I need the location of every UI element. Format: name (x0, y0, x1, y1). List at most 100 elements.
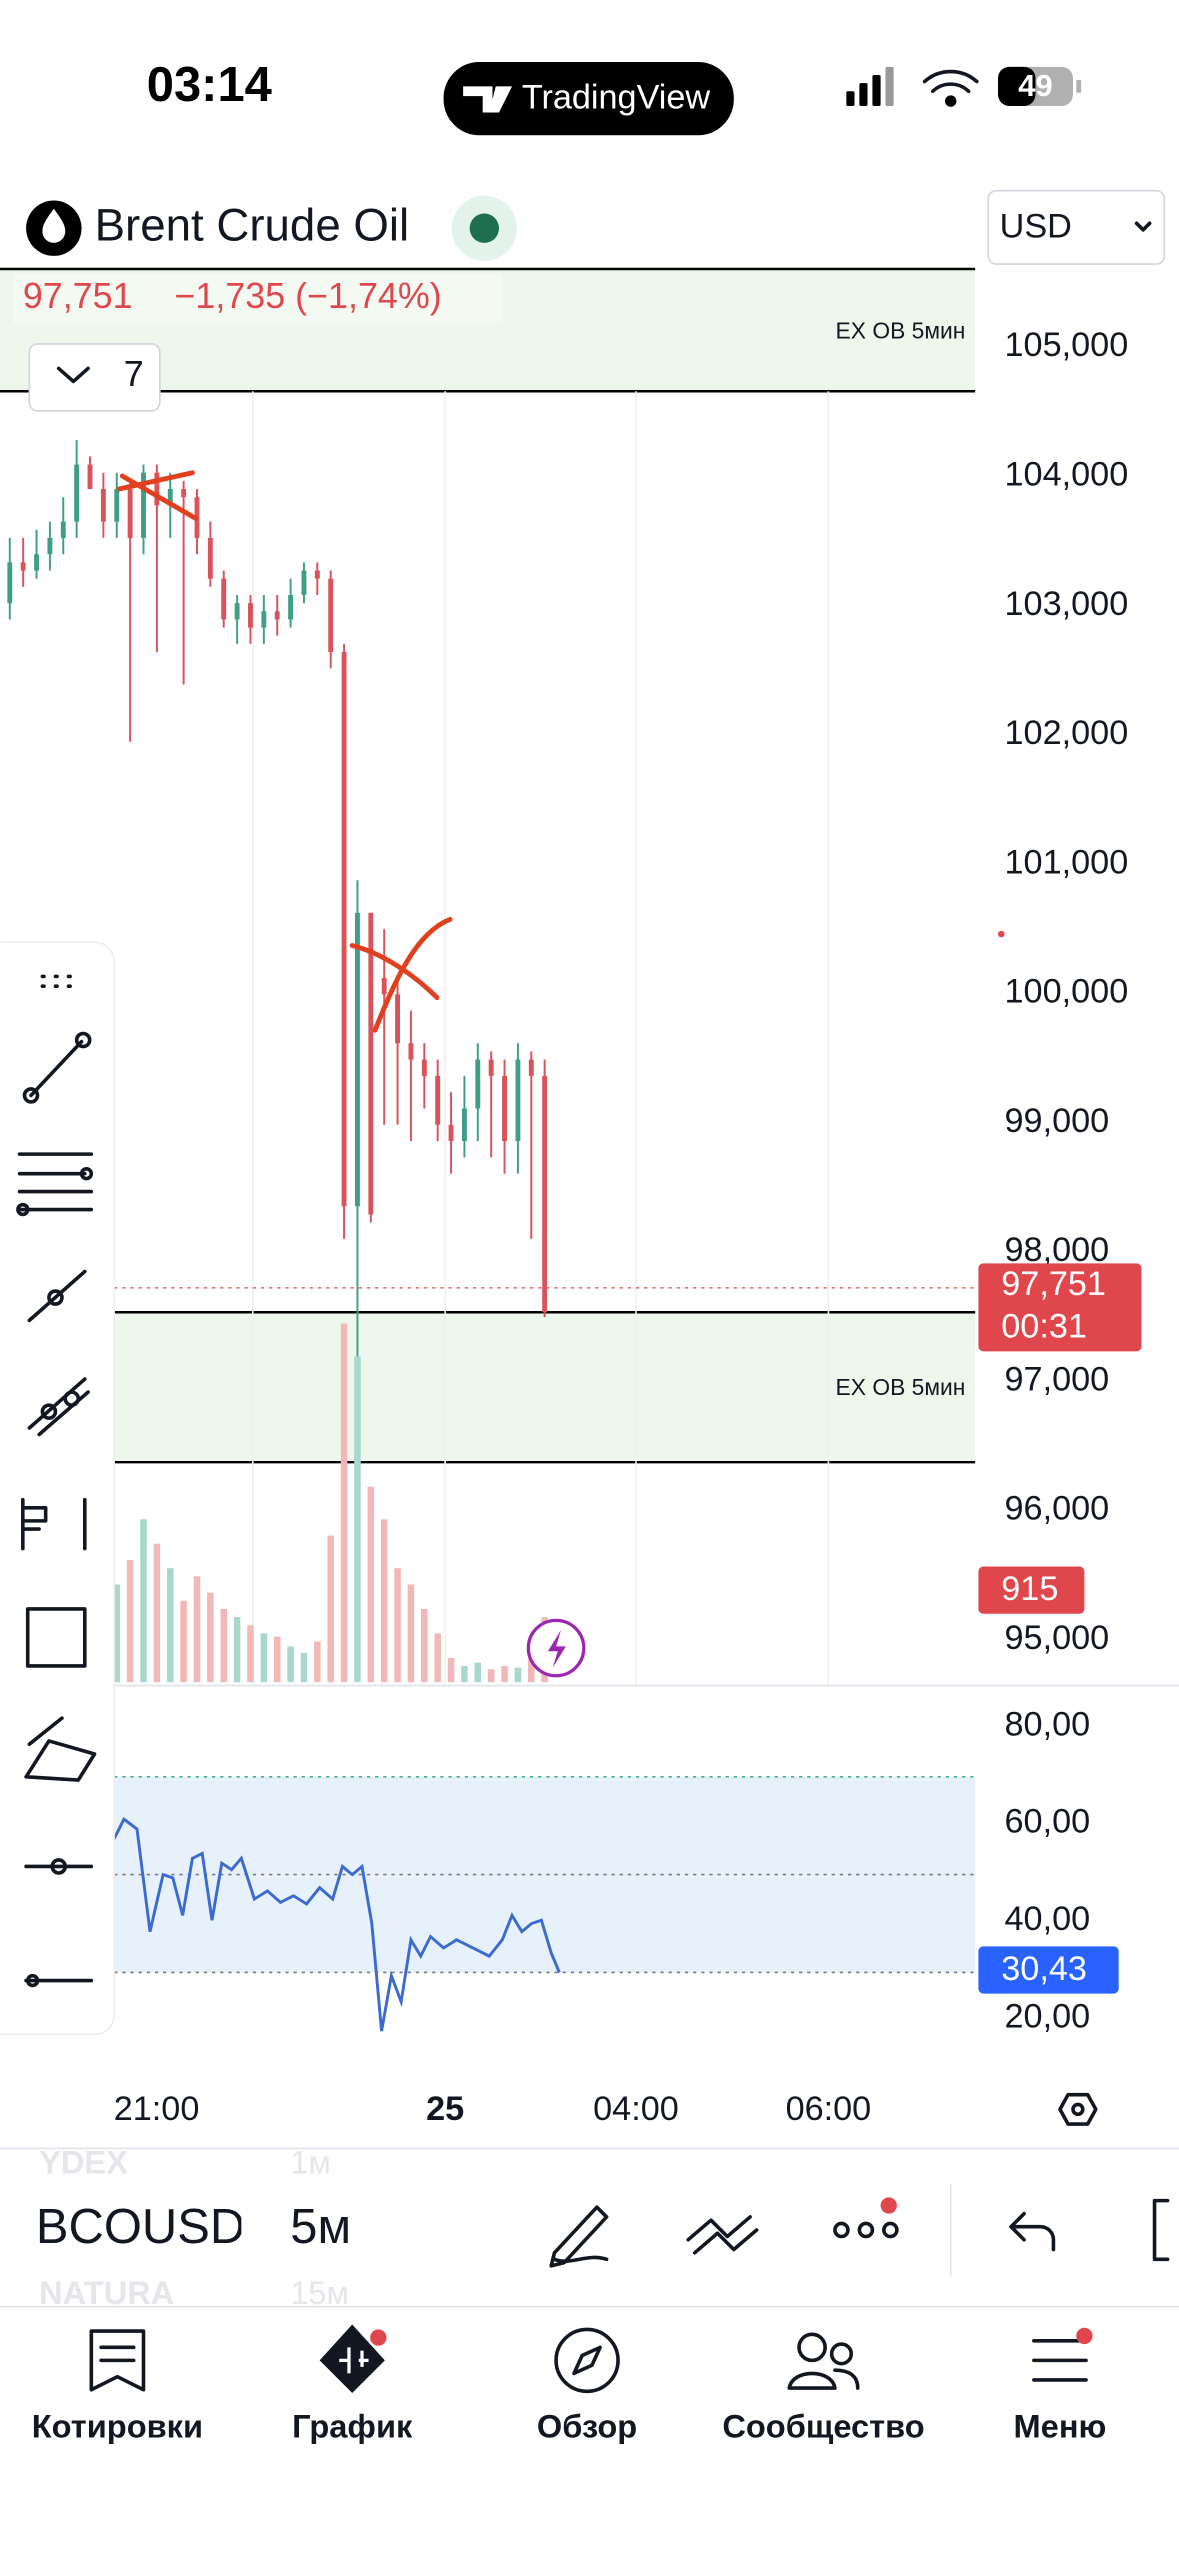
tab-label[interactable]: График (292, 2407, 413, 2444)
symbol-name: Brent Crude Oil (95, 199, 410, 250)
price-axis-label: 97,000 (1005, 1360, 1110, 1398)
candle-body (408, 1043, 414, 1060)
drawing-toolbar-shape[interactable] (25, 1973, 40, 1988)
price-chart-shape (349, 916, 453, 1033)
tab-bar-shape[interactable] (797, 2332, 827, 2363)
tab-bar-shape[interactable] (829, 2342, 854, 2366)
drawing-toolbar-shape[interactable] (25, 1607, 87, 1668)
candle-body (20, 562, 26, 571)
volume-bar (367, 1486, 375, 1683)
volume-bar (501, 1665, 508, 1683)
drawing-toolbar-shape[interactable] (24, 1716, 97, 1782)
picker-interval[interactable]: 15м (290, 2274, 349, 2311)
status-bar-shape (922, 69, 979, 94)
zone-label: EX OB 5мин (836, 318, 966, 344)
chart-toolbar-shape (882, 2221, 899, 2239)
volume-bar (260, 1633, 268, 1683)
tab-bar-shape[interactable] (1076, 2327, 1093, 2345)
tab-bar-shape[interactable] (787, 2368, 860, 2390)
interval-count[interactable]: 7 (124, 354, 144, 394)
interval-button-shape[interactable] (56, 366, 90, 384)
currency-button-shape[interactable] (1134, 221, 1152, 232)
interval-button[interactable]: 7 (28, 343, 161, 412)
volume-bar (273, 1636, 281, 1683)
candle-body (127, 489, 133, 538)
drawing-toolbar-shape[interactable] (21, 1497, 87, 1551)
interval-button-shape[interactable] (28, 343, 161, 412)
candle-body (328, 578, 334, 653)
tab-bar-shape[interactable] (319, 2324, 385, 2393)
zone-label: EX OB 5мин (836, 1374, 966, 1400)
price-chart-shape (13, 273, 503, 323)
candle-body (475, 1059, 481, 1109)
rsi-axis-label: 40,00 (1005, 1900, 1091, 1938)
tab-label[interactable]: Котировки (32, 2407, 203, 2444)
candle-body (301, 570, 307, 595)
drawing-toolbar[interactable] (0, 941, 115, 2036)
tab-bar-shape[interactable] (89, 2329, 146, 2392)
drawing-toolbar-shape[interactable] (74, 1031, 92, 1049)
drawing-toolbar-shape[interactable] (40, 1403, 58, 1420)
status-bar-shape (1076, 79, 1082, 93)
price-axis-label: 105,000 (1005, 326, 1129, 364)
candle-body (502, 1075, 507, 1142)
screen-shape (978, 1946, 1119, 1994)
candle-body (207, 537, 213, 579)
drawing-toolbar-shape[interactable] (22, 1087, 40, 1104)
tab-bar[interactable]: Котировки График Обзор Сообщество Меню (32, 2324, 1107, 2445)
volume-bar (233, 1617, 241, 1683)
picker-symbol[interactable]: NATURA (39, 2274, 174, 2311)
volume-bar (153, 1543, 161, 1683)
tab-label[interactable]: Меню (1014, 2407, 1107, 2444)
price-axis-label: 100,000 (1005, 973, 1129, 1011)
volume-bar (300, 1652, 308, 1683)
status-bar-shape (859, 83, 868, 106)
toolbar-symbol[interactable]: BCOUSD (36, 2200, 245, 2254)
currency-button-shape[interactable] (987, 189, 1166, 265)
status-bar-shape (443, 61, 734, 136)
drawing-toolbar-shape[interactable] (40, 974, 72, 989)
tab-label[interactable]: Обзор (537, 2407, 637, 2444)
status-bar-shape (885, 66, 894, 106)
volume-bar (327, 1535, 334, 1683)
price-axis: 105,000 104,000 103,000 102,000 101,000 100,0… (1005, 326, 1129, 1657)
picker-symbol[interactable]: YDEX (39, 2143, 128, 2180)
currency-button[interactable]: USD (987, 189, 1166, 265)
drawing-toolbar-shape[interactable] (63, 1390, 81, 1407)
status-bar-shape (872, 74, 881, 106)
volume-bar (314, 1641, 321, 1683)
drawing-toolbar-shape[interactable] (0, 941, 115, 2036)
candle-body (261, 611, 267, 628)
currency[interactable]: USD (1000, 207, 1072, 245)
chart-toolbar-shape (833, 2221, 850, 2239)
volume-bar (528, 1659, 535, 1683)
picker-interval[interactable]: 1м (290, 2143, 331, 2180)
tab-bar-shape[interactable] (1032, 2339, 1088, 2382)
drawing-toolbar-shape[interactable] (16, 1202, 30, 1217)
drawing-toolbar-shape[interactable] (27, 1269, 87, 1323)
price-chart: EX OB 5мин EX OB 5мин 97,751 −1,735 (−1,… (0, 267, 1005, 1686)
drawing-toolbar-shape[interactable] (17, 1152, 94, 1212)
price-axis-label: 104,000 (1005, 456, 1129, 494)
rsi-pane-shape (112, 1816, 561, 2032)
tab-label[interactable]: Сообщество (722, 2407, 924, 2444)
drawing-toolbar-shape[interactable] (50, 1858, 68, 1875)
tab-bar-shape[interactable] (370, 2329, 387, 2346)
status-bar: 03:14 TradingView 49 (147, 58, 1082, 136)
volume-bar (207, 1592, 214, 1683)
drawing-toolbar-shape[interactable] (79, 1166, 94, 1181)
status-bar-shape (846, 91, 855, 106)
volume-bar (180, 1600, 187, 1683)
candle-body (47, 537, 53, 555)
tab-bar-shape[interactable] (554, 2327, 620, 2394)
candle-body (74, 464, 80, 522)
drawing-toolbar-shape[interactable] (47, 1289, 64, 1306)
symbol-header-shape (42, 208, 66, 243)
toolbar-interval[interactable]: 5м (290, 2200, 351, 2254)
volume-bar (140, 1519, 147, 1683)
tab-bar-shape[interactable] (572, 2345, 602, 2376)
volume-bar (287, 1646, 294, 1683)
drawing-toolbar-shape[interactable] (29, 1039, 84, 1098)
status-bar-shape (944, 95, 957, 107)
tab-bar-shape[interactable] (339, 2347, 369, 2374)
